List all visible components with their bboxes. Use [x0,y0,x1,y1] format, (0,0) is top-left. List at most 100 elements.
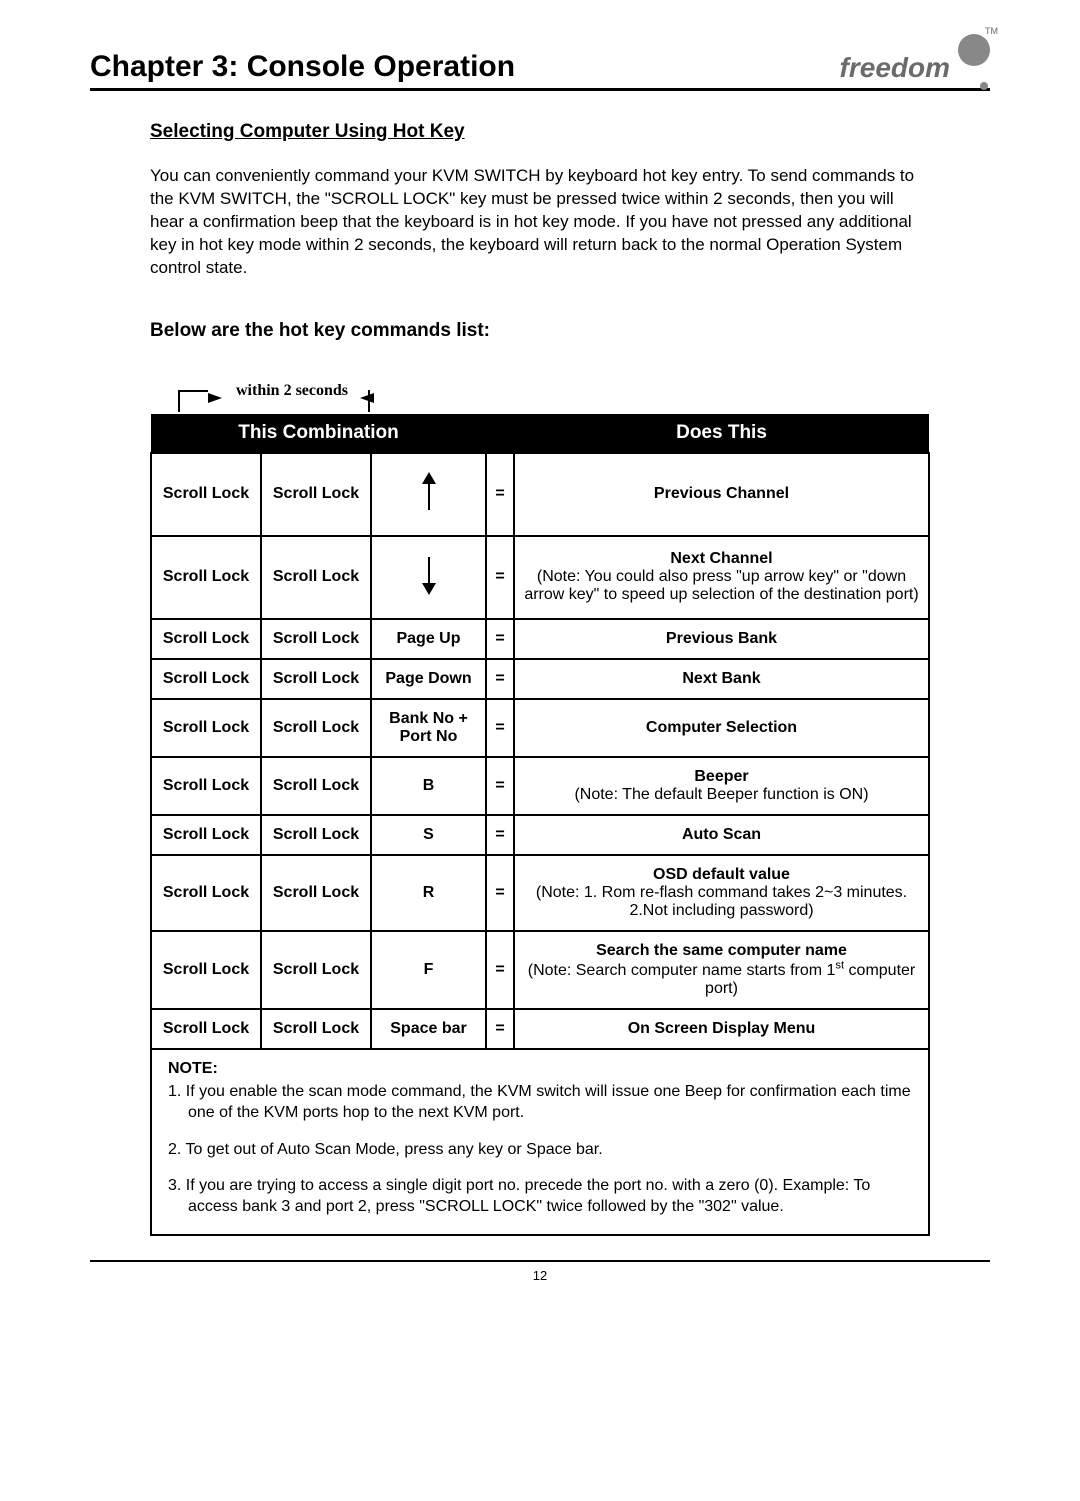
key-1-cell: Scroll Lock [151,815,261,855]
result-bold: Previous Bank [523,630,920,648]
arrow-left-icon [358,390,374,408]
key-2-cell: Scroll Lock [261,855,371,931]
key-3-cell: Page Down [371,659,486,699]
note-section: NOTE: 1. If you enable the scan mode com… [150,1050,930,1236]
note-heading: NOTE: [168,1060,912,1078]
timing-label: within 2 seconds [236,382,348,400]
result-bold: Computer Selection [523,719,920,737]
result-bold: Next Bank [523,670,920,688]
page-footer: 12 [90,1260,990,1283]
chapter-title: Chapter 3: Console Operation [90,50,515,84]
note-item: 3. If you are trying to access a single … [168,1176,912,1218]
key-1-cell: Scroll Lock [151,1009,261,1049]
arrow-right-icon [208,390,224,408]
table-row: Scroll LockScroll Lock = Previous Channel [151,453,929,536]
key-2-cell: Scroll Lock [261,453,371,536]
equals-cell: = [486,1009,514,1049]
key-3-cell [371,536,486,619]
result-note: (Note: Search computer name starts from … [528,962,916,997]
key-2-cell: Scroll Lock [261,931,371,1009]
key-1-cell: Scroll Lock [151,453,261,536]
key-1-cell: Scroll Lock [151,619,261,659]
result-bold: On Screen Display Menu [523,1020,920,1038]
timing-bracket-left-icon [178,390,180,412]
key-1-cell: Scroll Lock [151,536,261,619]
result-cell: OSD default value(Note: 1. Rom re-flash … [514,855,929,931]
key-2-cell: Scroll Lock [261,815,371,855]
key-2-cell: Scroll Lock [261,536,371,619]
equals-cell: = [486,619,514,659]
result-cell: Next Bank [514,659,929,699]
equals-cell: = [486,931,514,1009]
brand-logo: freedom TM [840,52,990,84]
result-note: (Note: You could also press "up arrow ke… [524,568,918,603]
table-row: Scroll LockScroll LockS=Auto Scan [151,815,929,855]
key-1-cell: Scroll Lock [151,931,261,1009]
result-cell: Next Channel(Note: You could also press … [514,536,929,619]
key-1-cell: Scroll Lock [151,699,261,757]
key-3-cell [371,453,486,536]
key-3-cell: Bank No + Port No [371,699,486,757]
result-bold: Next Channel [523,550,920,568]
result-cell: Previous Bank [514,619,929,659]
table-header-spacer [486,414,514,453]
section-title: Selecting Computer Using Hot Key [150,121,930,143]
arrow-down-icon [420,555,438,600]
table-row: Scroll LockScroll LockPage Up=Previous B… [151,619,929,659]
key-3-cell: S [371,815,486,855]
result-cell: Auto Scan [514,815,929,855]
result-bold: Search the same computer name [523,942,920,960]
key-2-cell: Scroll Lock [261,699,371,757]
equals-cell: = [486,453,514,536]
result-bold: Auto Scan [523,826,920,844]
result-cell: Search the same computer name (Note: Sear… [514,931,929,1009]
key-3-cell: F [371,931,486,1009]
hotkey-table: This Combination Does This Scroll LockSc… [150,414,930,1050]
intro-paragraph: You can conveniently command your KVM SW… [150,165,930,280]
page-number: 12 [533,1268,547,1283]
key-2-cell: Scroll Lock [261,619,371,659]
equals-cell: = [486,757,514,815]
logo-circle-icon [958,34,990,66]
table-row: Scroll LockScroll LockR=OSD default valu… [151,855,929,931]
result-cell: Computer Selection [514,699,929,757]
table-header-does: Does This [514,414,929,453]
table-row: Scroll LockScroll LockF=Search the same … [151,931,929,1009]
logo-tm: TM [985,26,998,36]
table-row: Scroll LockScroll LockPage Down=Next Ban… [151,659,929,699]
result-cell: Previous Channel [514,453,929,536]
result-note: (Note: 1. Rom re-flash command takes 2~3… [536,884,907,919]
equals-cell: = [486,815,514,855]
key-1-cell: Scroll Lock [151,757,261,815]
key-2-cell: Scroll Lock [261,1009,371,1049]
result-bold: Beeper [523,768,920,786]
key-3-cell: B [371,757,486,815]
equals-cell: = [486,855,514,931]
key-1-cell: Scroll Lock [151,855,261,931]
result-bold: Previous Channel [523,485,920,503]
table-row: Scroll LockScroll Lock=Next Channel(Note… [151,536,929,619]
note-item: 2. To get out of Auto Scan Mode, press a… [168,1140,912,1161]
key-2-cell: Scroll Lock [261,659,371,699]
timing-bracket-right-icon [368,390,370,412]
subsection-title: Below are the hot key commands list: [150,320,930,342]
note-item: 1. If you enable the scan mode command, … [168,1082,912,1124]
equals-cell: = [486,699,514,757]
table-header-combination: This Combination [151,414,486,453]
timing-hline-left-icon [178,390,208,392]
key-3-cell: Space bar [371,1009,486,1049]
logo-dot-icon [980,82,988,90]
result-note: (Note: The default Beeper function is ON… [574,786,868,803]
table-row: Scroll LockScroll LockSpace bar=On Scree… [151,1009,929,1049]
result-bold: OSD default value [523,866,920,884]
equals-cell: = [486,659,514,699]
result-cell: On Screen Display Menu [514,1009,929,1049]
result-cell: Beeper(Note: The default Beeper function… [514,757,929,815]
key-2-cell: Scroll Lock [261,757,371,815]
equals-cell: = [486,536,514,619]
timing-diagram: within 2 seconds [168,382,930,414]
key-1-cell: Scroll Lock [151,659,261,699]
table-row: Scroll LockScroll LockB=Beeper(Note: The… [151,757,929,815]
table-row: Scroll LockScroll LockBank No + Port No=… [151,699,929,757]
logo-text: freedom [840,52,950,83]
